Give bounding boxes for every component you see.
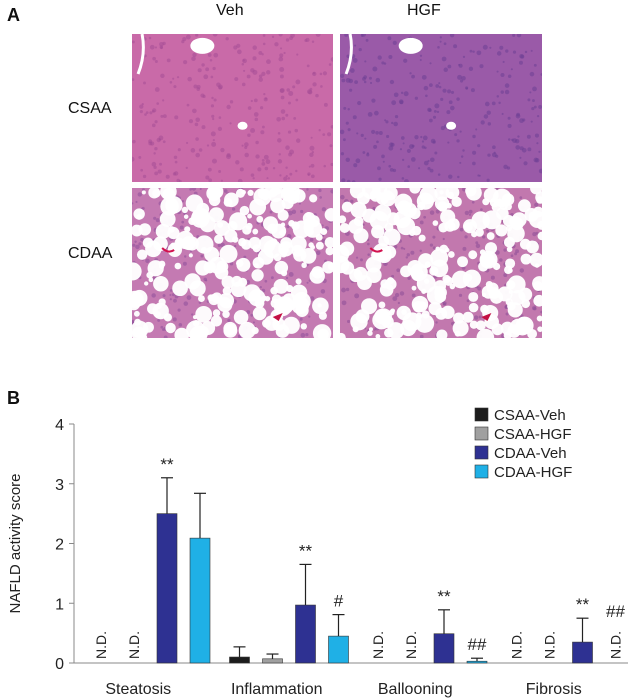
significance-label: ** [160,455,174,474]
not-detected-label: N.D. [403,631,419,659]
row-label-cdaa: CDAA [68,245,113,262]
bar [433,633,455,664]
panel-b-letter: B [7,388,20,408]
column-label-veh: Veh [216,2,244,19]
panel-a-letter: A [7,5,20,25]
significance-label: ** [576,595,590,614]
y-tick-label: 1 [55,596,64,613]
significance-label: # [334,592,344,611]
not-detected-label: N.D. [93,631,109,659]
significance-label: ## [468,635,487,654]
not-detected-label: N.D. [370,631,386,659]
not-detected-label: N.D. [126,631,142,659]
bar [189,537,211,664]
significance-label: ** [299,541,313,560]
y-tick-label: 4 [55,417,64,434]
not-detected-label: N.D. [608,631,624,659]
legend-swatch [474,445,489,460]
column-label-hgf: HGF [407,2,441,19]
legend-label: CSAA-Veh [494,407,566,424]
not-detected-label: N.D. [509,631,525,659]
nafld-bar-chart: 0 1 2 3 4 NAFLD activity score Steatosis Infla… [7,407,628,698]
legend-swatch [474,464,489,479]
micrograph-csaa-veh [132,34,333,182]
legend-label: CDAA-Veh [494,445,567,462]
bar [262,658,283,664]
micrograph-cdaa-veh [132,188,333,338]
x-tick-label: Fibrosis [526,681,582,698]
y-tick-label: 3 [55,477,64,494]
bar [328,635,349,664]
bar [295,604,316,664]
x-tick-label: Inflammation [231,681,323,698]
micrograph-cdaa-hgf [340,188,542,338]
significance-label: ## [606,602,625,621]
x-tick-label: Ballooning [378,681,453,698]
bar [572,641,593,664]
y-tick-label: 0 [55,656,64,673]
bar [156,513,178,664]
legend-label: CSAA-HGF [494,426,572,443]
y-axis-label: NAFLD activity score [7,473,24,613]
legend-swatch [474,426,489,441]
not-detected-label: N.D. [542,631,558,659]
bar [229,656,250,664]
legend-swatch [474,407,489,422]
x-tick-label: Steatosis [105,681,171,698]
bar [466,660,488,664]
legend-label: CDAA-HGF [494,464,572,481]
significance-label: ** [437,587,451,606]
micrograph-csaa-hgf [340,34,542,182]
row-label-csaa: CSAA [68,100,112,117]
y-tick-label: 2 [55,537,64,554]
